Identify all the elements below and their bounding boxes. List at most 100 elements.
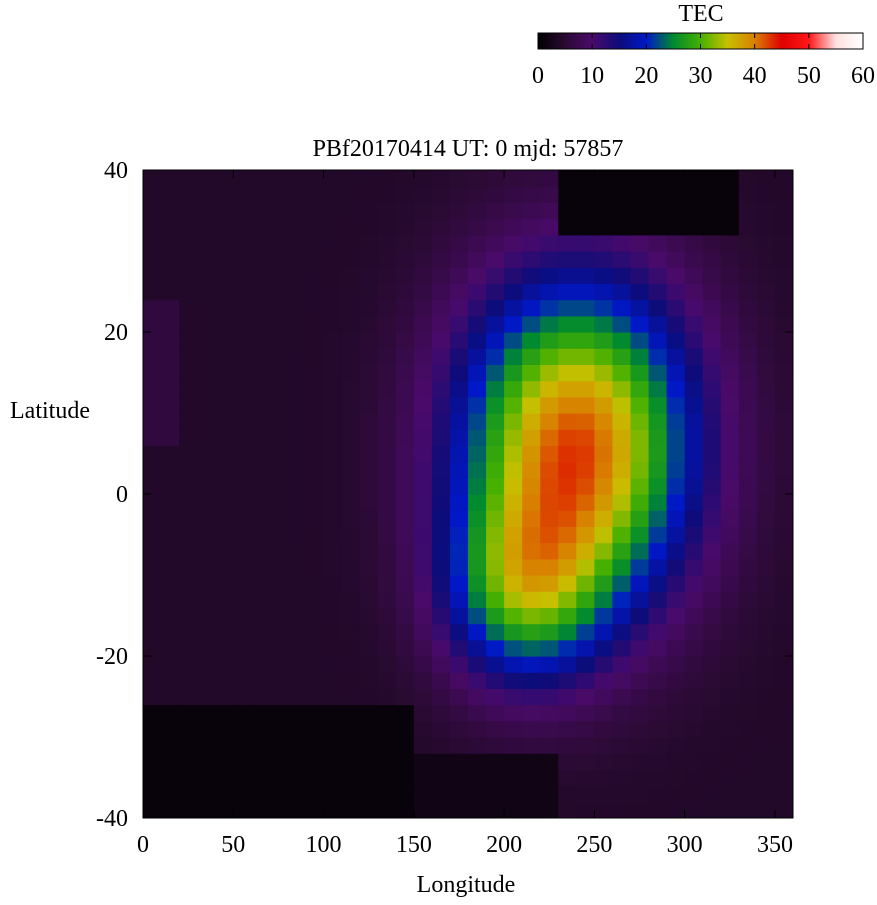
heatmap-cell (774, 202, 793, 220)
heatmap-cell (684, 332, 704, 349)
heatmap-cell (395, 218, 415, 236)
heatmap-cell (756, 413, 776, 430)
heatmap-cell (179, 526, 198, 544)
heatmap-cell (269, 558, 289, 576)
heatmap-cell (377, 769, 397, 787)
heatmap-cell (233, 704, 252, 722)
heatmap-cell (738, 558, 758, 576)
heatmap-cell (774, 380, 793, 398)
heatmap-cell (702, 639, 722, 657)
heatmap-cell (305, 396, 325, 414)
heatmap-cell (666, 332, 686, 349)
heatmap-cell (305, 526, 325, 544)
heatmap-cell (161, 785, 180, 803)
heatmap-cell (630, 591, 650, 608)
heatmap-cell (468, 542, 487, 560)
heatmap-cell (684, 396, 704, 414)
heatmap-cell (468, 234, 487, 252)
heatmap-cell (468, 753, 487, 770)
heatmap-cell (341, 623, 361, 641)
heatmap-cell (269, 332, 289, 349)
heatmap-cell (468, 737, 487, 754)
heatmap-cell (431, 542, 451, 560)
heatmap-cell (774, 267, 793, 284)
heatmap-cell (215, 704, 234, 722)
heatmap-cell (215, 445, 234, 463)
heatmap-cell (702, 494, 722, 511)
heatmap-cell (359, 299, 379, 317)
heatmap-cell (630, 267, 650, 284)
heatmap-cell (449, 186, 469, 203)
y-tick-label: -20 (96, 644, 128, 670)
heatmap-cell (197, 737, 216, 754)
heatmap-cell (576, 639, 595, 657)
heatmap-cell (666, 251, 686, 268)
heatmap-cell (377, 477, 397, 495)
heatmap-cell (359, 461, 379, 479)
heatmap-cell (702, 186, 722, 203)
heatmap-cell (233, 510, 252, 527)
heatmap-cell (431, 170, 451, 187)
heatmap-cell (540, 218, 559, 236)
heatmap-cell (251, 251, 270, 268)
heatmap-cell (468, 801, 487, 818)
heatmap-cell (702, 218, 722, 236)
heatmap-cell (522, 639, 541, 657)
heatmap-cell (179, 737, 198, 754)
heatmap-cell (594, 477, 614, 495)
heatmap-cell (594, 267, 614, 284)
heatmap-cell (323, 364, 343, 382)
heatmap-cell (341, 526, 361, 544)
heatmap-cell (233, 186, 252, 203)
heatmap-cell (648, 672, 668, 689)
heatmap-cell (413, 186, 433, 203)
heatmap-cell (143, 315, 162, 333)
heatmap-cell (576, 656, 595, 673)
heatmap-cell (377, 202, 397, 220)
heatmap-cell (522, 364, 541, 382)
heatmap-cell (684, 737, 704, 754)
heatmap-cell (774, 332, 793, 349)
heatmap-cell (630, 364, 650, 382)
heatmap-cell (594, 769, 614, 787)
heatmap-cell (287, 251, 307, 268)
heatmap-cell (449, 283, 469, 301)
heatmap-cell (612, 526, 632, 544)
colorbar-tick-label: 60 (851, 63, 875, 89)
heatmap-cell (143, 785, 162, 803)
heatmap-cell (449, 753, 469, 770)
heatmap-cell (305, 623, 325, 641)
heatmap-cell (341, 769, 361, 787)
heatmap-cell (558, 445, 577, 463)
heatmap-cell (702, 769, 722, 787)
heatmap-cell (431, 396, 451, 414)
heatmap-cell (215, 170, 234, 187)
heatmap-cell (702, 251, 722, 268)
heatmap-cell (233, 332, 252, 349)
heatmap-cell (720, 267, 740, 284)
heatmap-cell (774, 251, 793, 268)
heatmap-cell (738, 413, 758, 430)
heatmap-cell (504, 753, 523, 770)
heatmap-cell (540, 251, 559, 268)
heatmap-cell (468, 688, 487, 706)
heatmap-cell (684, 720, 704, 738)
heatmap-cell (269, 769, 289, 787)
heatmap-cell (504, 737, 523, 754)
heatmap-cell (504, 332, 523, 349)
heatmap-cell (630, 202, 650, 220)
heatmap-cell (720, 785, 740, 803)
heatmap-cell (594, 364, 614, 382)
heatmap-cell (684, 348, 704, 365)
heatmap-cell (522, 542, 541, 560)
heatmap-cell (287, 202, 307, 220)
heatmap-cell (215, 315, 234, 333)
colorbar-tick-label: 30 (689, 63, 713, 89)
heatmap-cell (522, 623, 541, 641)
heatmap-cell (504, 769, 523, 787)
heatmap-cell (684, 656, 704, 673)
heatmap-cell (774, 575, 793, 592)
heatmap-cell (341, 558, 361, 576)
heatmap-cell (612, 477, 632, 495)
heatmap-cell (630, 737, 650, 754)
